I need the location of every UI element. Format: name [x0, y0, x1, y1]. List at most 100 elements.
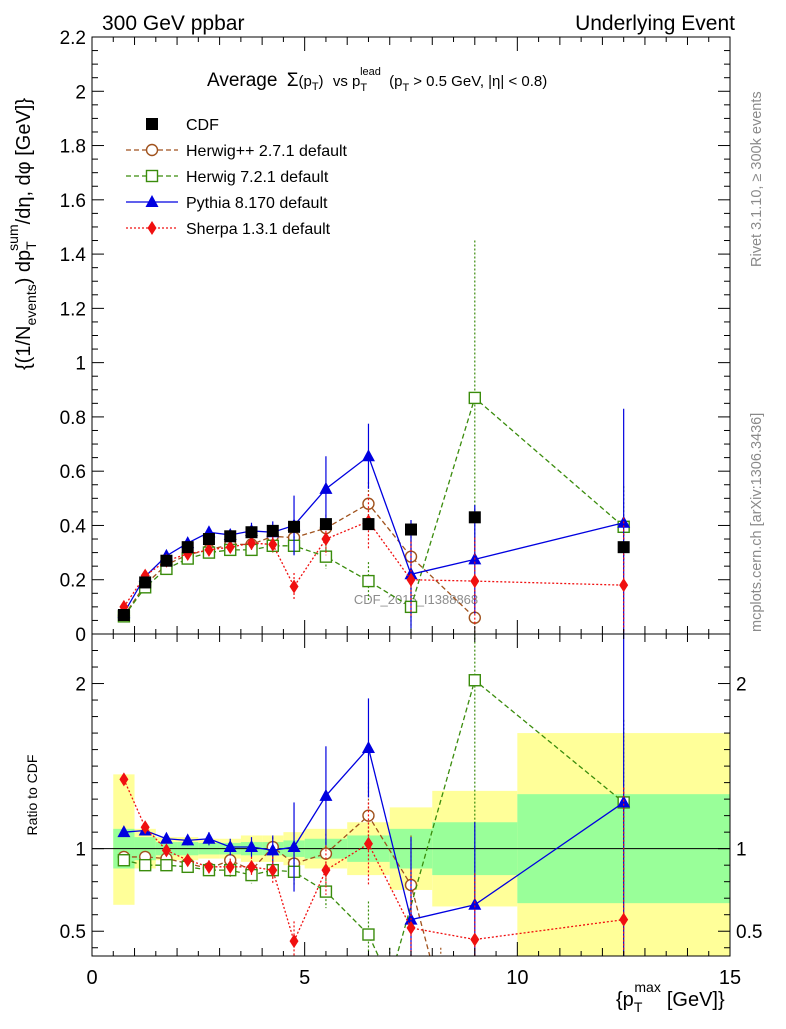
top-sherpa-point — [321, 532, 331, 547]
header-left: 300 GeV ppbar — [102, 12, 244, 35]
top-sherpa-line — [123, 520, 624, 608]
legend-label: Herwig++ 2.7.1 default — [186, 143, 348, 160]
top-sherpa-point — [289, 579, 299, 594]
title-pt: (p — [298, 73, 311, 90]
ratio-sherpa-point — [470, 932, 480, 947]
top-cdf-point — [266, 524, 279, 537]
ratio-sherpa-point — [619, 912, 629, 927]
ratio-sherpa-point — [268, 863, 278, 878]
top-cdf-point — [617, 541, 630, 554]
ratio-pythia-point — [181, 833, 195, 846]
top-ytick-label: 0.6 — [60, 462, 86, 483]
xtick-label: 10 — [506, 967, 528, 989]
top-ytick-label: 1.2 — [60, 299, 86, 320]
title-sigma: Σ — [287, 70, 299, 91]
ratio-pythia-point — [223, 840, 237, 853]
xlabel-sup: max — [634, 979, 660, 995]
top-herwig7-point — [468, 391, 481, 405]
top-pythia-line — [123, 455, 624, 614]
top-sherpa-point — [225, 540, 235, 555]
top-sherpa-point — [470, 574, 480, 589]
top-ytick-label: 0.2 — [60, 571, 86, 592]
legend-label: CDF — [186, 117, 219, 134]
top-ytick-label: 0 — [75, 625, 86, 646]
legend-entry-cdf: CDF — [146, 117, 219, 134]
top-cdf-point — [160, 554, 173, 567]
top-ytick-label: 0.8 — [60, 408, 86, 429]
top-sherpa-series — [119, 494, 629, 634]
ylabel-c: /dη, dφ [GeV]} — [13, 98, 35, 225]
ratio-sherpa-point — [363, 836, 373, 851]
top-ytick-label: 1.4 — [60, 245, 87, 266]
top-sherpa-point — [268, 537, 278, 552]
legend-entry-herwig7: Herwig 7.2.1 default — [126, 169, 329, 186]
xtick-label: 0 — [86, 967, 97, 989]
ratio-herwig7-point — [468, 674, 481, 687]
legend-label: Sherpa 1.3.1 default — [186, 221, 331, 238]
ratio-pythia-point — [202, 831, 216, 844]
ratio-ytick-label: 0.5 — [60, 922, 86, 943]
top-cdf-point — [468, 511, 481, 524]
ratio-herwig7-point — [117, 854, 131, 867]
ratio-herwig7-point — [384, 975, 395, 986]
top-herwigpp-series — [117, 482, 481, 634]
ratio-pythia-point — [266, 843, 280, 856]
ratio-pythia-point — [245, 840, 258, 853]
top-herwig7-series — [117, 240, 630, 634]
ratio-y-axis-label: Ratio to CDF — [24, 755, 40, 836]
ylabel-a: {(1/N — [13, 326, 35, 370]
top-ytick-label: 1 — [75, 354, 86, 375]
top-sherpa-point — [619, 578, 629, 593]
top-pythia-point — [319, 481, 333, 494]
top-cdf-point — [362, 518, 375, 531]
top-cdf-point — [405, 523, 417, 536]
ratio-panel: 0.5 0.5 1 1 2 2 0 5 10 15 — [60, 633, 762, 1003]
ratio-pythia-point — [117, 825, 131, 838]
legend-marker — [145, 195, 159, 207]
ratio-sherpa-point — [406, 920, 416, 935]
watermark: CDF_2015_I1388868 — [354, 592, 478, 607]
ylabel-b-sup: sum — [5, 224, 21, 250]
ratio-ytick-label: 2 — [75, 675, 86, 696]
ratio-ytick-label-right: 1 — [736, 840, 747, 861]
legend-marker — [146, 118, 158, 130]
legend-entry-sherpa: Sherpa 1.3.1 default — [126, 221, 331, 238]
ratio-ytick-label-right: 0.5 — [736, 922, 762, 943]
top-herwig7-point — [319, 550, 333, 563]
ratio-herwigpp-point — [435, 992, 446, 1003]
top-ytick-label: 2.2 — [60, 28, 86, 49]
legend-label: Pythia 8.170 default — [186, 195, 328, 212]
top-cdf-series — [117, 511, 630, 622]
ratio-ytick-label-right: 2 — [736, 675, 747, 696]
top-ytick-label: 2 — [75, 82, 86, 103]
ratio-sherpa-point — [204, 859, 214, 874]
top-panel: 0 0.2 0.4 0.6 0.8 1 1.2 1.4 1.6 1.8 2 2.2 — [60, 28, 731, 646]
top-herwig7-point — [362, 574, 375, 588]
ratio-sherpa-point — [247, 859, 256, 874]
legend-marker — [147, 221, 157, 235]
legend-entry-herwigpp: Herwig++ 2.7.1 default — [126, 143, 348, 160]
ylabel-a-sub: events — [23, 284, 39, 325]
ratio-sherpa-point — [225, 859, 235, 874]
xlabel-a: {p — [616, 989, 634, 1011]
ylabel-b-sub: T — [23, 241, 39, 250]
x-axis-label: {pTmax [GeV]} — [616, 979, 725, 1015]
legend-entry-pythia: Pythia 8.170 default — [126, 195, 328, 212]
title-cut-a: (p — [389, 73, 402, 90]
top-ytick-label: 1.8 — [60, 137, 86, 158]
ratio-herwig7-line — [123, 679, 625, 956]
ratio-sherpa-point — [140, 820, 150, 835]
y-axis-label: {(1/Nevents) dpTsum/dη, dφ [GeV]} — [5, 98, 39, 370]
top-cdf-point — [319, 518, 332, 531]
rivet-label: Rivet 3.1.10, ≥ 300k events — [749, 91, 765, 267]
ratio-herwig7-point — [362, 928, 375, 941]
title-vs-sup: lead — [360, 66, 381, 78]
legend: CDF Herwig++ 2.7.1 default Herwig 7.2.1 de… — [126, 117, 348, 238]
top-cdf-point — [245, 526, 258, 539]
xtick-label: 5 — [299, 967, 310, 989]
top-cdf-point — [288, 520, 301, 533]
top-pythia-point — [361, 449, 375, 462]
mcplots-label: mcplots.cern.ch [arXiv:1306.3436] — [749, 412, 765, 632]
top-sherpa-point — [406, 572, 416, 587]
